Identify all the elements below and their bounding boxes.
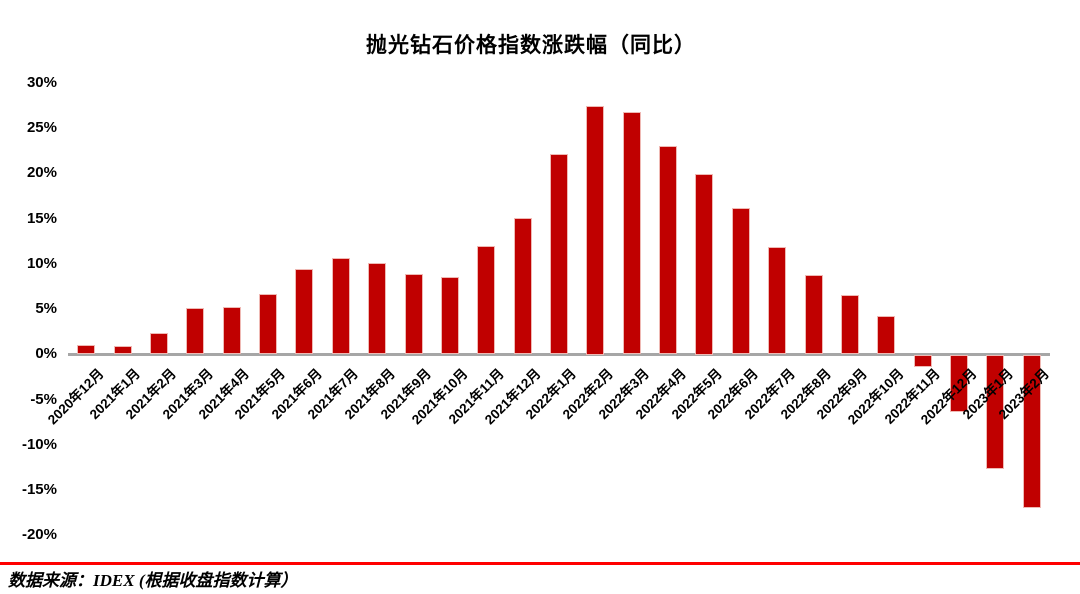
y-axis-tick-label: 25% (26, 119, 57, 136)
bar (622, 111, 641, 355)
y-axis-tick-label: -20% (21, 526, 57, 544)
bar (731, 207, 750, 355)
y-axis-tick-label: 5% (35, 300, 57, 317)
bar (695, 173, 714, 355)
bar (149, 332, 168, 355)
bar (77, 344, 96, 355)
bar (295, 268, 314, 355)
y-axis-tick-label: 10% (26, 254, 57, 272)
bar (768, 246, 787, 355)
bar (331, 257, 350, 355)
bar (877, 315, 896, 355)
bar (404, 273, 423, 355)
bar (804, 274, 823, 355)
bar (550, 153, 568, 355)
y-axis-tick-label: 30% (26, 73, 57, 91)
bar (1022, 354, 1041, 509)
bar (659, 146, 678, 355)
y-axis-tick-label: -15% (21, 481, 57, 498)
bar (913, 354, 932, 368)
y-axis-tick-label: -5% (30, 390, 57, 408)
y-axis-tick-label: 15% (26, 209, 57, 227)
bar (477, 245, 496, 355)
bar (950, 354, 969, 413)
bar (222, 307, 241, 355)
chart-title: 抛光钻石价格指数涨跌幅（同比） (366, 34, 696, 57)
bar (840, 294, 859, 355)
y-axis-tick-label: 20% (26, 164, 57, 182)
bar (986, 354, 1005, 470)
bar (440, 276, 459, 355)
bar (586, 105, 605, 355)
footer-rule (0, 562, 1080, 565)
y-axis-tick-label: 0% (35, 345, 57, 363)
bar (513, 217, 532, 355)
bar (113, 346, 132, 355)
bar (368, 263, 387, 355)
y-axis-tick-label: -10% (21, 435, 57, 453)
bar (259, 293, 278, 355)
data-source-text: 数据来源：IDEX (根据收盘指数计算） (8, 571, 298, 590)
bar (186, 308, 205, 355)
